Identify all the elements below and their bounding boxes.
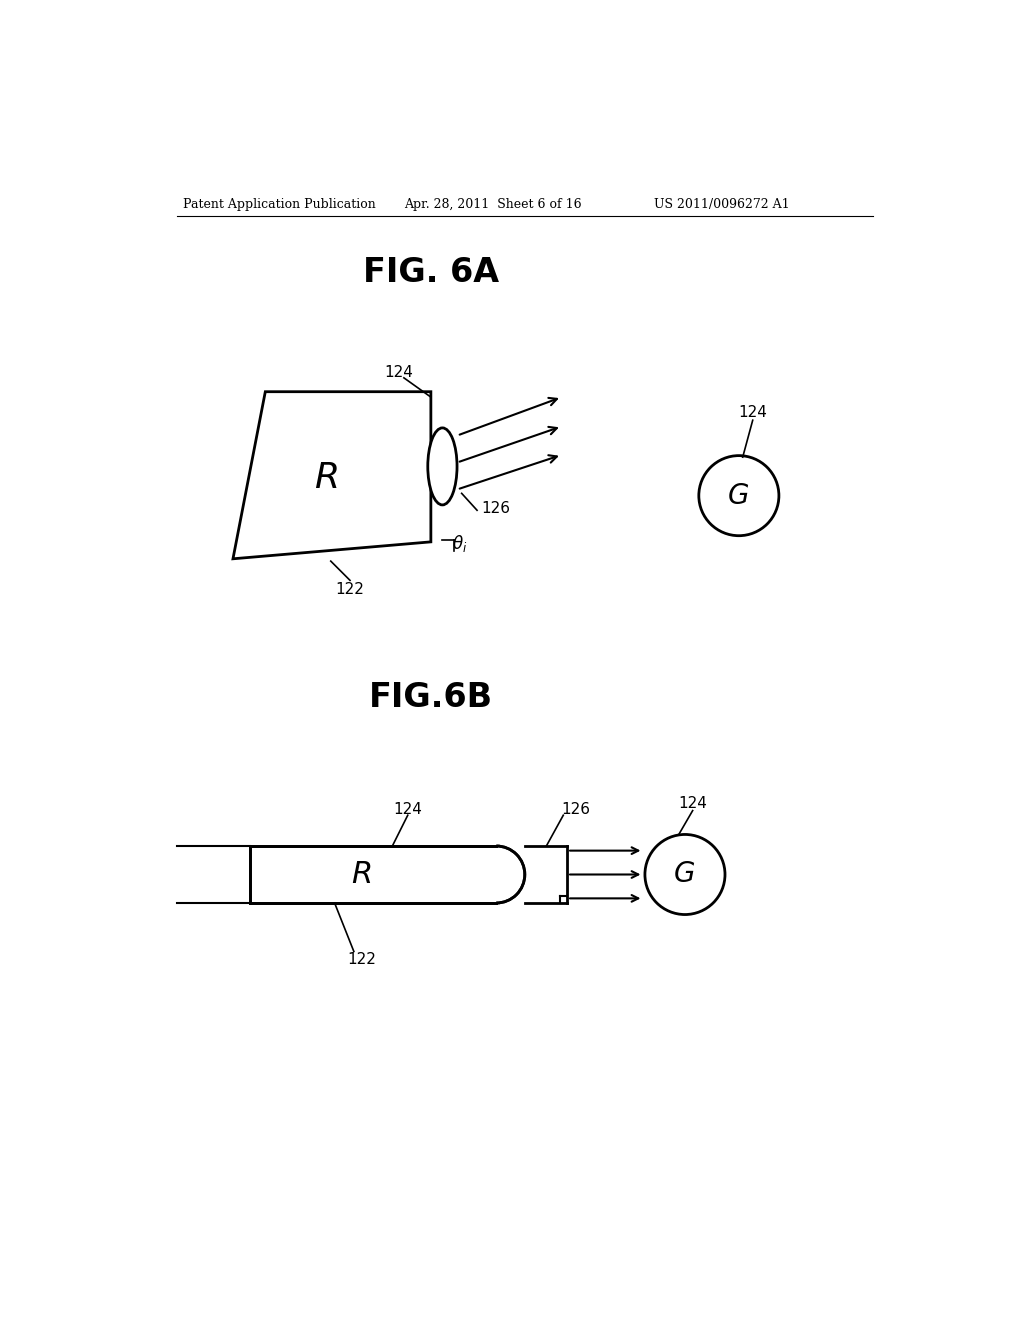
Text: R: R <box>351 861 372 888</box>
Text: US 2011/0096272 A1: US 2011/0096272 A1 <box>654 198 790 211</box>
Bar <box>250 846 497 903</box>
Text: 124: 124 <box>738 405 767 420</box>
Text: R: R <box>314 461 340 495</box>
Text: FIG. 6A: FIG. 6A <box>362 256 499 289</box>
Ellipse shape <box>428 428 457 506</box>
Text: 124: 124 <box>678 796 708 812</box>
Ellipse shape <box>645 834 725 915</box>
Text: G: G <box>728 482 750 510</box>
Text: G: G <box>674 861 695 888</box>
Text: 126: 126 <box>481 502 510 516</box>
Text: 126: 126 <box>562 801 591 817</box>
Text: Apr. 28, 2011  Sheet 6 of 16: Apr. 28, 2011 Sheet 6 of 16 <box>403 198 582 211</box>
Text: 124: 124 <box>384 364 413 380</box>
Ellipse shape <box>698 455 779 536</box>
Text: 124: 124 <box>393 801 422 817</box>
Text: 122: 122 <box>347 952 376 966</box>
Text: $\theta_i$: $\theta_i$ <box>453 533 468 554</box>
Text: Patent Application Publication: Patent Application Publication <box>183 198 376 211</box>
Text: 122: 122 <box>336 582 365 597</box>
Text: FIG.6B: FIG.6B <box>369 681 493 714</box>
Polygon shape <box>233 392 431 558</box>
